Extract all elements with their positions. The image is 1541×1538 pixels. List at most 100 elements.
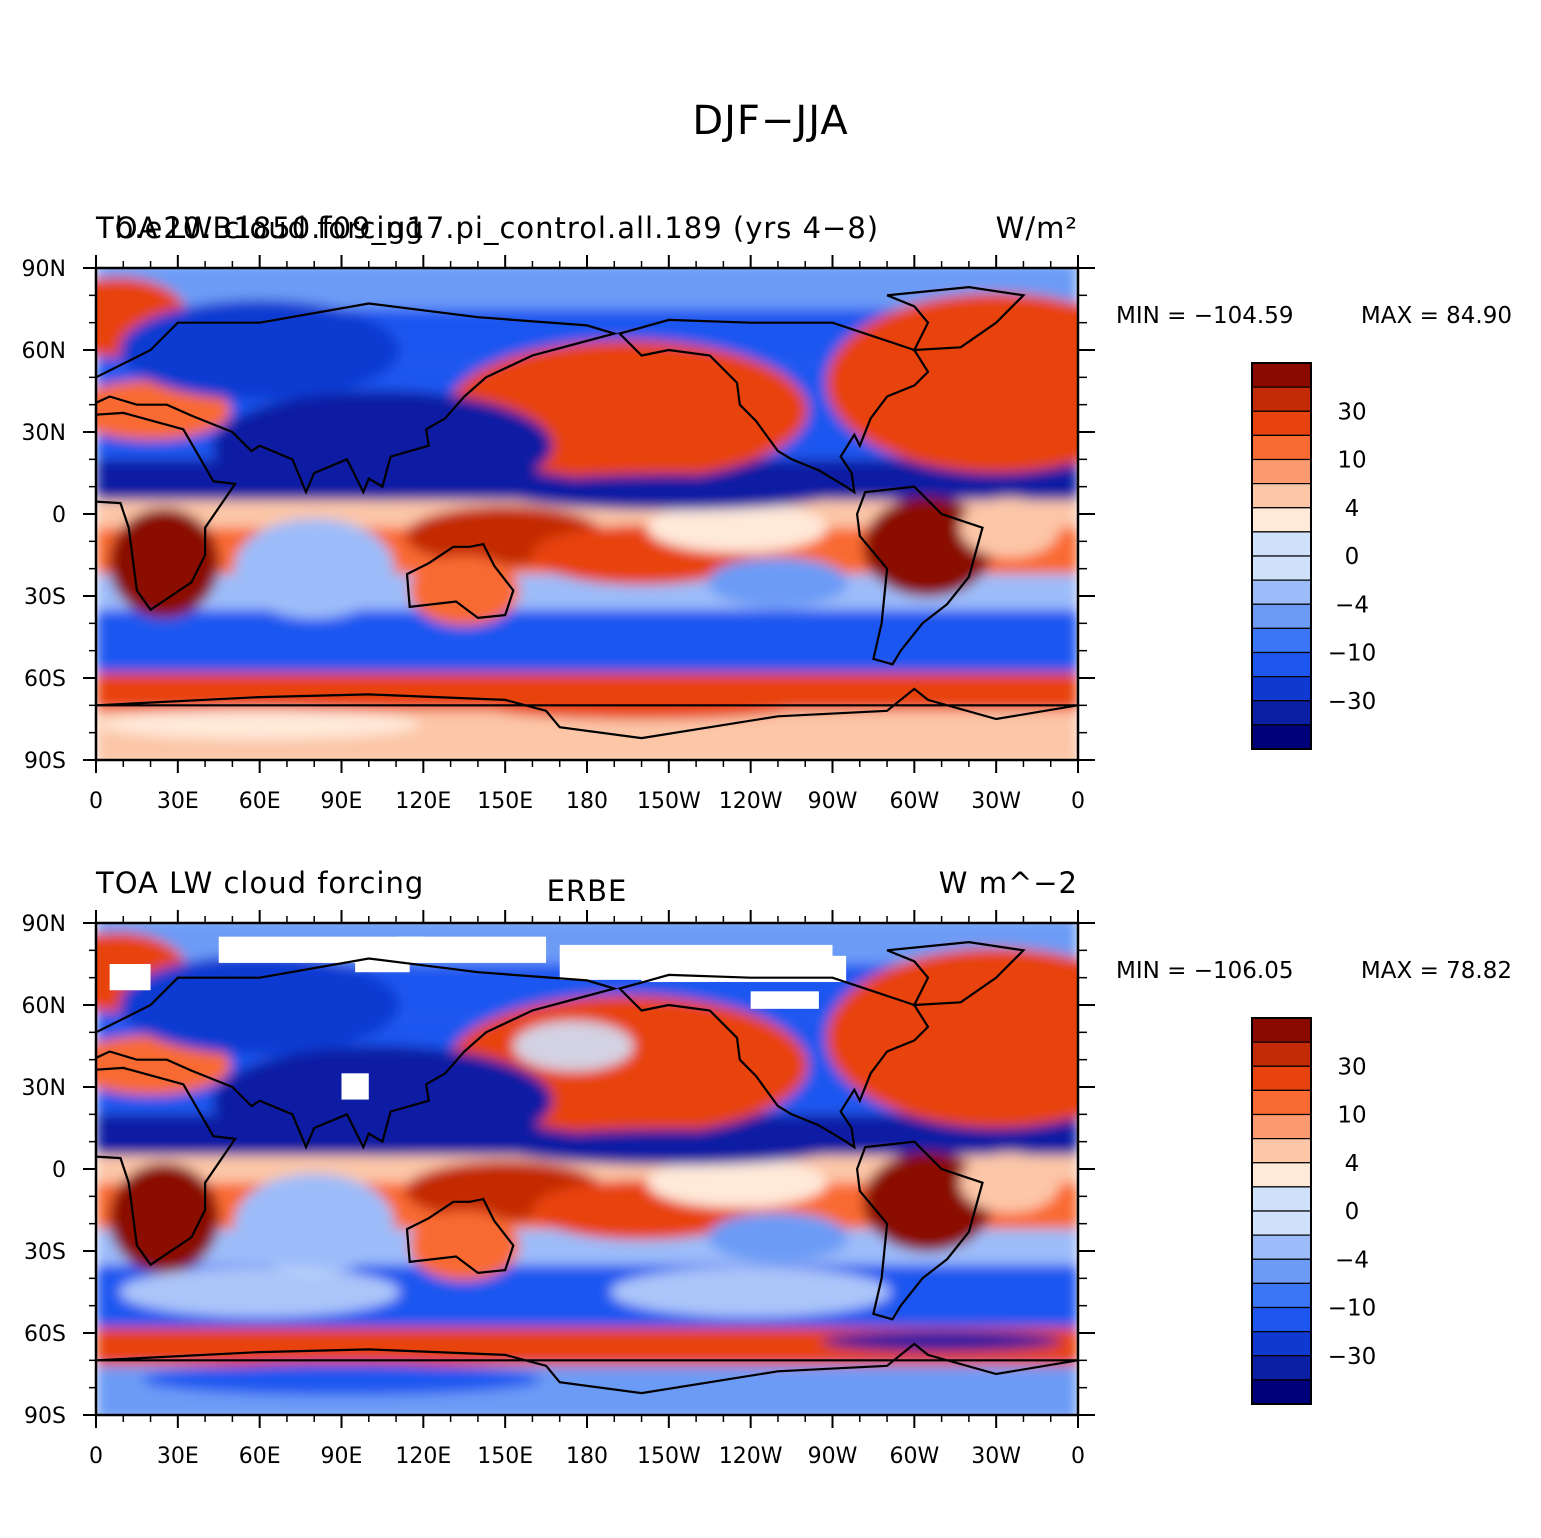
- panel-model-lat-tick-label: 0: [52, 503, 66, 528]
- panel-erbe-colorbar-label: −10: [1328, 1296, 1377, 1322]
- panel-erbe-lat-tick-label: 60N: [22, 994, 66, 1019]
- panel-model-colorbar-swatch: [1251, 386, 1312, 412]
- panel-model-colorbar-label: −30: [1328, 689, 1377, 715]
- panel-erbe-colorbar-swatch: [1251, 1162, 1312, 1188]
- panel-erbe-colorbar-swatch: [1251, 1306, 1312, 1333]
- panel-model: 0 30E 60E 90E 120E 150E 180 150W 120W 90W 60W 30W 0 9…: [0, 200, 1541, 850]
- panel-erbe-colorbar-swatch: [1251, 1355, 1312, 1381]
- panel-model-max-label: MAX = 84.90: [1361, 303, 1512, 329]
- panel-erbe-svg: 0 30E 60E 90E 120E 150E 180 150W 120W 90W 60W 30W 09…: [22, 866, 1512, 1469]
- panel-erbe-colorbar-label: 10: [1337, 1103, 1366, 1129]
- panel-model-lon-tick-label: 180: [566, 789, 608, 814]
- panel-erbe-colorbar-swatch: [1251, 1089, 1312, 1116]
- panel-model-colorbar-label: 0: [1345, 544, 1360, 570]
- panel-model-svg: 0 30E 60E 90E 120E 150E 180 150W 120W 90W 60W 30W 09…: [22, 211, 1512, 814]
- panel-erbe-lon-tick-label: 0: [1071, 1444, 1085, 1469]
- panel-erbe-lon-tick-label: 90W: [808, 1444, 858, 1469]
- panel-model-colorbar-label: −4: [1335, 592, 1369, 618]
- panel-model-lon-tick-label: 150W: [637, 789, 701, 814]
- panel-model-colorbar-swatch: [1251, 676, 1312, 702]
- panel-model-colorbar-swatch: [1251, 627, 1312, 654]
- panel-model-lat-tick-label: 90S: [24, 749, 66, 774]
- panel-erbe-lat-tick-label: 30S: [24, 1240, 66, 1265]
- main-title: DJF−JJA: [692, 98, 849, 144]
- panel-model-colorbar-label: −10: [1328, 641, 1377, 667]
- panel-erbe-lat-tick-label: 0: [52, 1158, 66, 1183]
- panel-erbe-colorbar-swatch: [1251, 1258, 1312, 1284]
- panel-erbe-lon-tick-label: 150W: [637, 1444, 701, 1469]
- panel-model-colorbar-swatch: [1251, 700, 1312, 726]
- panel-erbe-lon-tick-label: 0: [89, 1444, 103, 1469]
- panel-erbe-colorbar-swatch: [1251, 1186, 1312, 1212]
- panel-erbe-max-label: MAX = 78.82: [1361, 958, 1512, 984]
- panel-model-colorbar-swatch: [1251, 483, 1312, 509]
- panel-erbe-colorbar-swatch: [1251, 1041, 1312, 1067]
- panel-erbe-min-label: MIN = −106.05: [1116, 958, 1293, 984]
- panel-model-lon-tick-label: 0: [1071, 789, 1085, 814]
- panel-erbe-lon-tick-label: 30E: [157, 1444, 199, 1469]
- panel-erbe-lat-tick-label: 30N: [22, 1076, 66, 1101]
- panel-model-colorbar-label: 4: [1345, 496, 1360, 522]
- panel-model-lon-tick-label: 150E: [477, 789, 533, 814]
- panel-erbe-lon-tick-label: 30W: [971, 1444, 1021, 1469]
- panel-erbe-lat-tick-label: 90S: [24, 1404, 66, 1429]
- panel-erbe-lon-tick-label: 120E: [395, 1444, 451, 1469]
- panel-model-lon-tick-label: 120E: [395, 789, 451, 814]
- panel-erbe-colorbar-label: 4: [1345, 1151, 1360, 1177]
- panel-erbe-lon-tick-label: 60E: [239, 1444, 281, 1469]
- panel-erbe-colorbar-swatch: [1251, 1210, 1312, 1236]
- panel-erbe-lat-tick-label: 90N: [22, 912, 66, 937]
- panel-model-min-label: MIN = −104.59: [1116, 303, 1293, 329]
- panel-erbe-colorbar-swatch: [1251, 1113, 1312, 1140]
- panel-erbe-lon-tick-label: 120W: [719, 1444, 783, 1469]
- panel-model-lon-tick-label: 60E: [239, 789, 281, 814]
- panel-model-colorbar-swatch: [1251, 507, 1312, 533]
- panel-erbe-colorbar-label: −30: [1328, 1344, 1377, 1370]
- panel-model-right-title: W/m²: [996, 211, 1078, 245]
- panel-erbe-right-title: W m^−2: [939, 866, 1078, 900]
- panel-model-lat-tick-label: 60N: [22, 339, 66, 364]
- panel-model-colorbar-label: 30: [1337, 399, 1366, 425]
- panel-model-colorbar-swatch: [1251, 531, 1312, 557]
- panel-model-lat-tick-label: 30S: [24, 585, 66, 610]
- panel-model-colorbar: [1251, 362, 1312, 750]
- panel-erbe-colorbar-swatch: [1251, 1017, 1312, 1043]
- map-field: [96, 268, 1078, 760]
- panel-model-colorbar-swatch: [1251, 410, 1312, 436]
- panel-model-colorbar-swatch: [1251, 458, 1312, 485]
- panel-erbe-colorbar-label: 30: [1337, 1054, 1366, 1080]
- map-field: [96, 923, 1078, 1415]
- panel-model-lon-tick-label: 30W: [971, 789, 1021, 814]
- panel-erbe-colorbar-label: −4: [1335, 1247, 1369, 1273]
- panel-model-colorbar-swatch: [1251, 724, 1312, 750]
- panel-model-colorbar-label: 10: [1337, 448, 1366, 474]
- panel-erbe-colorbar-swatch: [1251, 1234, 1312, 1260]
- panel-erbe-lon-tick-label: 60W: [889, 1444, 939, 1469]
- panel-erbe: 0 30E 60E 90E 120E 150E 180 150W 120W 90W 60W 30W 0 9…: [0, 855, 1541, 1505]
- panel-erbe-colorbar-label: 0: [1345, 1199, 1360, 1225]
- panel-erbe-lon-tick-label: 180: [566, 1444, 608, 1469]
- panel-model-lon-tick-label: 90E: [321, 789, 363, 814]
- panel-model-colorbar-swatch: [1251, 362, 1312, 388]
- panel-model-lat-tick-label: 60S: [24, 667, 66, 692]
- panel-model-lon-tick-label: 60W: [889, 789, 939, 814]
- panel-model-lon-tick-label: 90W: [808, 789, 858, 814]
- panel-model-colorbar-swatch: [1251, 579, 1312, 605]
- panel-erbe-colorbar-swatch: [1251, 1379, 1312, 1405]
- panel-model-colorbar-swatch: [1251, 555, 1312, 581]
- panel-erbe-lon-tick-label: 90E: [321, 1444, 363, 1469]
- panel-erbe-colorbar-swatch: [1251, 1065, 1312, 1091]
- panel-model-lat-tick-label: 30N: [22, 421, 66, 446]
- panel-erbe-center-title: ERBE: [547, 874, 628, 908]
- panel-model-colorbar-swatch: [1251, 434, 1312, 461]
- panel-model-lon-tick-label: 120W: [719, 789, 783, 814]
- panel-model-lat-tick-label: 90N: [22, 257, 66, 282]
- panel-model-lon-tick-label: 0: [89, 789, 103, 814]
- panel-erbe-lon-tick-label: 150E: [477, 1444, 533, 1469]
- panel-erbe-colorbar-swatch: [1251, 1282, 1312, 1309]
- panel-erbe-colorbar-swatch: [1251, 1138, 1312, 1164]
- panel-model-lon-tick-label: 30E: [157, 789, 199, 814]
- panel-model-left-title: TOA LW cloud forcing: [95, 211, 424, 245]
- panel-erbe-colorbar-swatch: [1251, 1331, 1312, 1357]
- panel-model-colorbar-swatch: [1251, 651, 1312, 678]
